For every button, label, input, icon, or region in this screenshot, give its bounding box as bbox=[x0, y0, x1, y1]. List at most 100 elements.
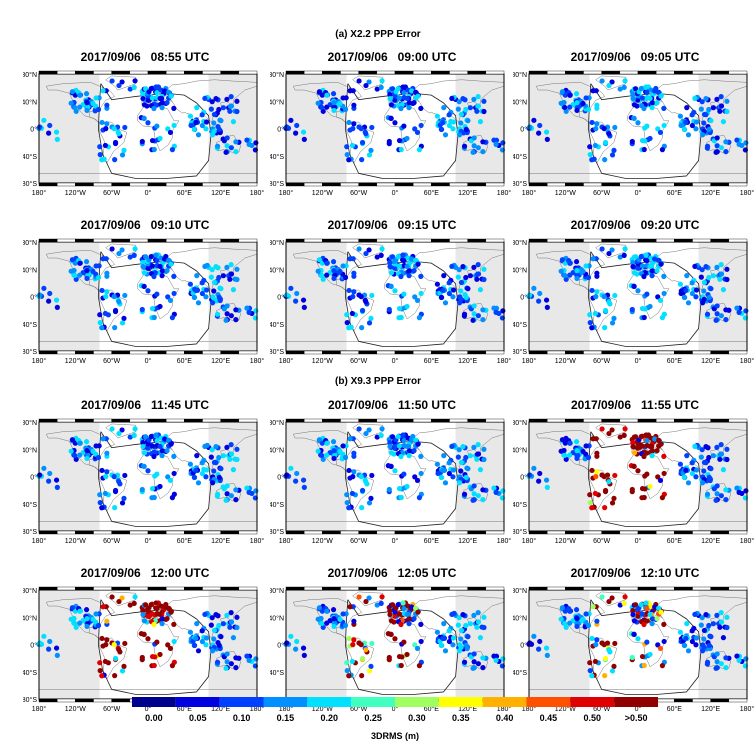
station-dot bbox=[363, 299, 369, 305]
station-dot bbox=[720, 467, 727, 473]
frame-tick bbox=[75, 70, 94, 75]
station-dot bbox=[471, 444, 477, 450]
station-dot bbox=[414, 645, 421, 652]
station-dot bbox=[401, 437, 407, 444]
station-dot bbox=[324, 620, 330, 626]
station-dot bbox=[442, 300, 449, 306]
station-dot bbox=[294, 470, 300, 477]
station-dot bbox=[416, 663, 423, 669]
station-dot bbox=[93, 443, 99, 449]
station-dot bbox=[151, 146, 157, 153]
station-dot bbox=[41, 465, 47, 471]
frame-tick bbox=[528, 586, 548, 591]
station-dot bbox=[446, 280, 452, 286]
frame-tick bbox=[340, 238, 359, 243]
station-dot bbox=[320, 456, 326, 462]
station-dot bbox=[654, 448, 660, 454]
station-dot bbox=[73, 276, 79, 282]
station-dot bbox=[527, 124, 533, 130]
frame-tick bbox=[637, 586, 657, 591]
station-dot bbox=[84, 275, 90, 282]
station-dot bbox=[418, 621, 424, 627]
station-dot bbox=[116, 131, 122, 137]
section-title-a: (a) X2.2 PPP Error bbox=[335, 29, 421, 40]
station-dot bbox=[455, 274, 461, 280]
station-dot bbox=[413, 605, 419, 611]
station-dot bbox=[366, 668, 373, 674]
frame-tick bbox=[394, 418, 414, 423]
lon-tick-label: 120°W bbox=[312, 537, 333, 545]
station-dot bbox=[351, 102, 357, 108]
station-dot bbox=[300, 297, 307, 303]
station-dot bbox=[659, 315, 666, 321]
station-dot bbox=[465, 466, 471, 472]
station-dot bbox=[701, 468, 707, 474]
station-dot bbox=[481, 266, 487, 272]
station-dot bbox=[210, 480, 216, 486]
frame-tick bbox=[637, 350, 657, 355]
map-plot: 80°N40°N0°40°S80°S180°120°W60°W0°60°E120… bbox=[270, 586, 511, 713]
station-dot bbox=[356, 426, 362, 432]
station-dot bbox=[630, 607, 636, 614]
station-dot bbox=[544, 136, 550, 142]
frame-tick bbox=[692, 586, 711, 591]
station-dot bbox=[244, 305, 250, 311]
station-dot bbox=[227, 624, 233, 630]
frame-tick bbox=[710, 182, 730, 187]
lon-tick-label: 120°W bbox=[65, 537, 86, 545]
lat-tick-label: 40°N bbox=[270, 614, 284, 622]
station-dot bbox=[100, 256, 106, 262]
lon-tick-label: 180° bbox=[250, 705, 265, 713]
station-dot bbox=[450, 287, 457, 293]
station-dot bbox=[458, 111, 465, 118]
lon-tick-label: 180° bbox=[250, 357, 265, 365]
lat-tick-label: 80°S bbox=[513, 180, 527, 188]
station-dot bbox=[224, 143, 230, 149]
station-dot bbox=[641, 621, 647, 628]
frame-tick bbox=[129, 586, 149, 591]
station-dot bbox=[392, 120, 398, 126]
panel-title: 2017/09/06 08:55 UTC bbox=[80, 50, 210, 64]
station-dot bbox=[168, 261, 174, 267]
station-dot bbox=[324, 440, 330, 446]
station-dot bbox=[400, 600, 406, 606]
station-dot bbox=[320, 624, 326, 630]
frame-tick bbox=[728, 418, 748, 423]
lon-tick-label: 0° bbox=[635, 189, 642, 197]
frame-tick bbox=[165, 70, 185, 75]
station-dot bbox=[141, 450, 148, 456]
station-dot bbox=[635, 468, 641, 474]
station-dot bbox=[450, 635, 457, 641]
station-dot bbox=[718, 94, 724, 100]
station-dot bbox=[191, 294, 197, 300]
station-dot bbox=[350, 294, 356, 300]
station-dot bbox=[324, 608, 330, 614]
station-dot bbox=[567, 608, 573, 614]
frame-tick bbox=[728, 698, 748, 703]
station-dot bbox=[47, 122, 53, 129]
station-dot bbox=[441, 105, 447, 111]
shaded-region bbox=[529, 74, 590, 183]
station-dot bbox=[293, 298, 299, 304]
station-dot bbox=[681, 294, 687, 300]
station-dot bbox=[438, 126, 444, 132]
lon-tick-label: 60°E bbox=[177, 189, 193, 197]
station-dot bbox=[475, 661, 481, 667]
frame-tick bbox=[692, 70, 711, 75]
station-dot bbox=[396, 611, 402, 617]
station-dot bbox=[213, 444, 219, 450]
station-dot bbox=[171, 105, 177, 111]
frame-tick bbox=[412, 350, 432, 355]
station-dot bbox=[208, 274, 214, 280]
station-dot bbox=[714, 311, 720, 317]
station-dot bbox=[734, 485, 740, 491]
station-dot bbox=[216, 642, 222, 648]
station-dot bbox=[475, 313, 481, 319]
station-dot bbox=[706, 294, 712, 300]
station-dot bbox=[47, 638, 53, 645]
station-dot bbox=[723, 317, 729, 323]
station-dot bbox=[140, 91, 146, 98]
station-dot bbox=[84, 268, 90, 274]
station-dot bbox=[202, 443, 208, 450]
station-dot bbox=[647, 263, 653, 270]
